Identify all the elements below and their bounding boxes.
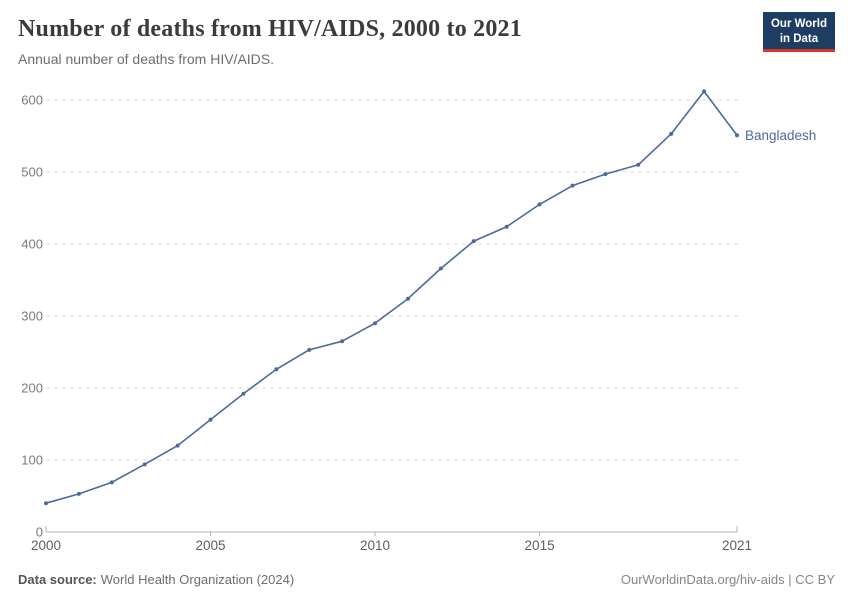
x-tick-label: 2021: [722, 538, 752, 553]
data-point[interactable]: [373, 321, 378, 326]
data-point[interactable]: [340, 339, 345, 344]
data-point[interactable]: [405, 296, 410, 301]
credit-link[interactable]: OurWorldinData.org/hiv-aids | CC BY: [620, 572, 835, 588]
owid-logo-line1: Our World: [770, 18, 827, 30]
data-point[interactable]: [504, 224, 509, 229]
data-point[interactable]: [603, 172, 608, 177]
y-tick-label: 0: [36, 525, 43, 540]
owid-logo: Our World in Data: [762, 12, 835, 53]
data-point[interactable]: [702, 89, 707, 94]
series-line-bangladesh[interactable]: [45, 90, 738, 505]
data-point[interactable]: [44, 501, 48, 506]
data-point[interactable]: [274, 367, 279, 372]
data-point[interactable]: [537, 202, 542, 207]
chart-footer: Data source: World Health Organization (2…: [18, 572, 835, 588]
data-source-label: Data source:: [18, 572, 97, 588]
chart-header: Number of deaths from HIV/AIDS, 2000 to …: [0, 0, 850, 67]
page-title: Number of deaths from HIV/AIDS, 2000 to …: [18, 16, 522, 42]
x-tick-label: 2000: [31, 538, 61, 553]
data-point[interactable]: [570, 183, 575, 188]
entity-label[interactable]: Bangladesh: [745, 128, 816, 143]
data-point[interactable]: [241, 391, 246, 396]
data-point[interactable]: [76, 491, 81, 496]
y-tick-label: 300: [21, 309, 43, 324]
data-source: Data source: World Health Organization (2…: [18, 572, 294, 588]
x-tick-label: 2005: [196, 538, 226, 553]
y-tick-label: 200: [21, 381, 43, 396]
data-point[interactable]: [175, 443, 180, 448]
y-tick-label: 100: [21, 453, 43, 468]
data-point[interactable]: [109, 480, 114, 485]
owid-logo-line2: in Data: [779, 32, 819, 45]
data-point[interactable]: [307, 347, 312, 352]
data-point[interactable]: [142, 462, 147, 467]
data-point[interactable]: [438, 266, 443, 271]
data-point[interactable]: [636, 162, 641, 167]
data-point[interactable]: [208, 417, 213, 422]
x-tick-label: 2010: [360, 538, 390, 553]
data-point[interactable]: [669, 131, 674, 136]
data-point[interactable]: [471, 239, 476, 244]
chart-subtitle: Annual number of deaths from HIV/AIDS.: [18, 50, 275, 67]
data-source-text: World Health Organization (2024): [100, 572, 295, 588]
y-tick-label: 600: [21, 93, 43, 108]
x-tick-label: 2015: [525, 538, 555, 553]
data-point[interactable]: [735, 133, 739, 138]
y-tick-label: 500: [21, 165, 43, 180]
y-tick-label: 400: [21, 237, 43, 252]
